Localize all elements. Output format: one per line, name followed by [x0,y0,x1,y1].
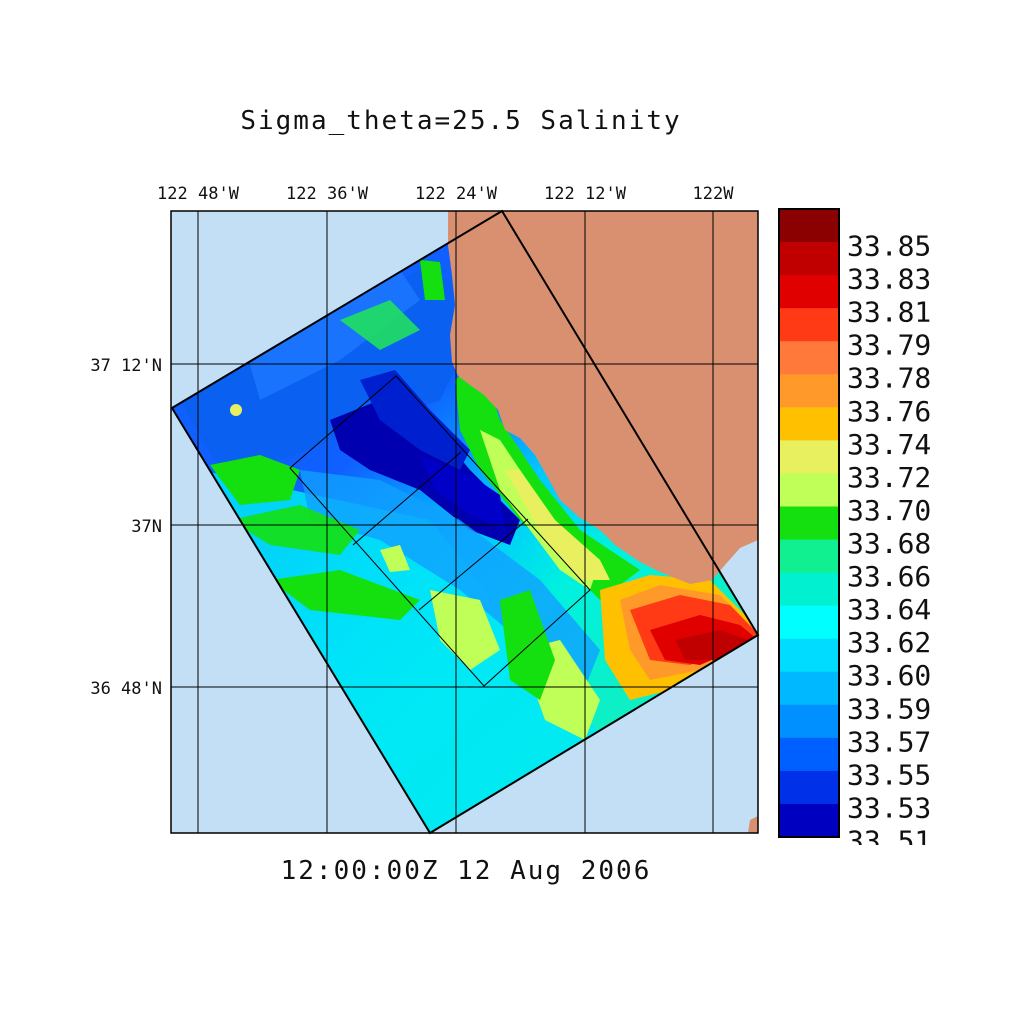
colorbar-label: 33.76 [847,395,931,428]
colorbar-swatch [779,209,839,243]
lon-tick-label: 122 36'W [286,184,368,204]
colorbar-label: 33.60 [847,659,931,692]
colorbar-swatch [779,440,839,474]
colorbar: 33.8533.8333.8133.7933.7833.7633.7433.72… [778,208,931,845]
colorbar-swatch [779,341,839,375]
lon-tick-label: 122W [692,184,734,204]
colorbar-swatch [779,539,839,574]
colorbar-label: 33.81 [847,296,931,329]
colorbar-swatch [779,638,839,673]
colorbar-border [778,208,840,838]
colorbar-label: 33.64 [847,593,931,626]
colorbar-swatch [779,572,839,607]
colorbar-label: 33.78 [847,362,931,395]
colorbar-label: 33.79 [847,329,931,362]
colorbar-swatch [779,671,839,706]
colorbar-swatch [779,473,839,507]
colorbar-label: 33.59 [847,692,931,725]
colorbar-label: 33.85 [847,230,931,263]
colorbar-label: 33.51 [847,824,931,845]
colorbar-swatch [779,506,839,541]
colorbar-label: 33.55 [847,758,931,791]
lat-tick-label: 37 12'N [90,356,162,376]
lat-tick-label: 37N [131,517,162,537]
colorbar-swatch [779,605,839,640]
colorbar-label: 33.68 [847,527,931,560]
colorbar-label: 33.62 [847,626,931,659]
colorbar-label: 33.70 [847,494,931,527]
colorbar-label: 33.72 [847,461,931,494]
survey-boxes [289,375,591,687]
map-frame [170,210,759,834]
colorbar-label: 33.74 [847,428,931,461]
timestamp: 12:00:00Z 12 Aug 2006 [280,856,652,886]
colorbar-label: 33.83 [847,263,931,296]
plot-title: Sigma_theta=25.5 Salinity [240,106,682,136]
graticule [171,211,758,833]
colorbar-label: 33.53 [847,791,931,824]
colorbar-swatch [779,737,839,772]
colorbar-label: 33.66 [847,560,931,593]
colorbar-label: 33.57 [847,725,931,758]
colorbar-swatch [779,242,839,276]
colorbar-swatch [779,770,839,805]
colorbar-swatch [779,704,839,739]
land-island [748,816,758,833]
colorbar-swatch [779,803,839,838]
lon-tick-label: 122 24'W [415,184,497,204]
colorbar-swatch [779,374,839,408]
colorbar-swatch [779,407,839,441]
lon-tick-label: 122 48'W [157,184,239,204]
land-coastline [448,211,758,584]
lat-tick-label: 36 48'N [90,679,162,699]
colorbar-swatch [779,275,839,309]
lon-tick-label: 122 12'W [544,184,626,204]
colorbar-swatch [779,308,839,342]
